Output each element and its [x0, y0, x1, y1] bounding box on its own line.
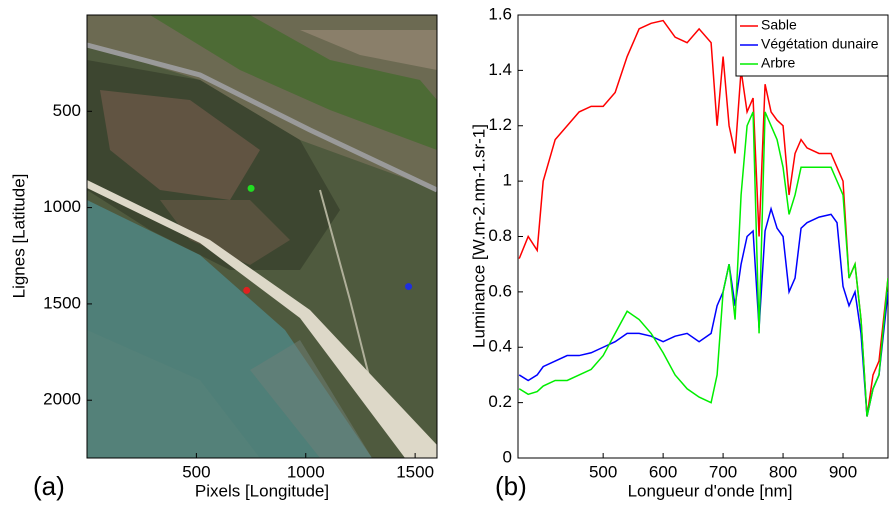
series-line — [518, 206, 888, 417]
legend-label: Sable — [761, 17, 797, 33]
panel-label: (b) — [495, 471, 527, 501]
y-tick-label: 1.6 — [488, 4, 512, 23]
x-tick-label: 500 — [589, 462, 617, 481]
panel-label: (a) — [33, 471, 65, 501]
y-axis-label: Lignes [Latitude] — [9, 174, 28, 299]
y-tick-label: 0.4 — [488, 337, 512, 356]
legend-label: Végétation dunaire — [761, 36, 879, 52]
x-tick-label: 900 — [829, 462, 857, 481]
x-tick-label: 700 — [709, 462, 737, 481]
x-tick-label: 1000 — [287, 462, 325, 481]
aerial-photo — [87, 15, 437, 458]
x-axis-label: Longueur d'onde [nm] — [628, 481, 793, 500]
y-tick-label: 1500 — [43, 293, 81, 312]
y-tick-label: 1 — [503, 171, 512, 190]
y-tick-label: 500 — [53, 101, 81, 120]
x-tick-label: 500 — [182, 462, 210, 481]
y-tick-label: 0.6 — [488, 281, 512, 300]
point — [243, 286, 251, 294]
axes-frame — [86, 14, 438, 459]
series-line — [518, 111, 888, 417]
y-tick-label: 0.8 — [488, 226, 512, 245]
x-tick-label: 600 — [649, 462, 677, 481]
y-axis-label: Luminance [W.m-2.nm-1.sr-1] — [469, 124, 488, 348]
y-tick-label: 1.2 — [488, 115, 512, 134]
y-tick-label: 0 — [503, 447, 512, 466]
x-tick-label: 800 — [769, 462, 797, 481]
y-tick-label: 1000 — [43, 197, 81, 216]
x-axis-label: Pixels [Longitude] — [195, 481, 329, 500]
lines — [518, 19, 888, 417]
legend-box — [735, 14, 889, 77]
point — [405, 283, 413, 291]
x-tick-label: 1500 — [396, 462, 434, 481]
axes-frame — [517, 14, 889, 459]
y-tick-label: 1.4 — [488, 60, 512, 79]
series-line — [518, 19, 888, 417]
y-tick-label: 0.2 — [488, 392, 512, 411]
legend-label: Arbre — [761, 55, 795, 71]
y-tick-label: 2000 — [43, 390, 81, 409]
point — [247, 184, 255, 192]
